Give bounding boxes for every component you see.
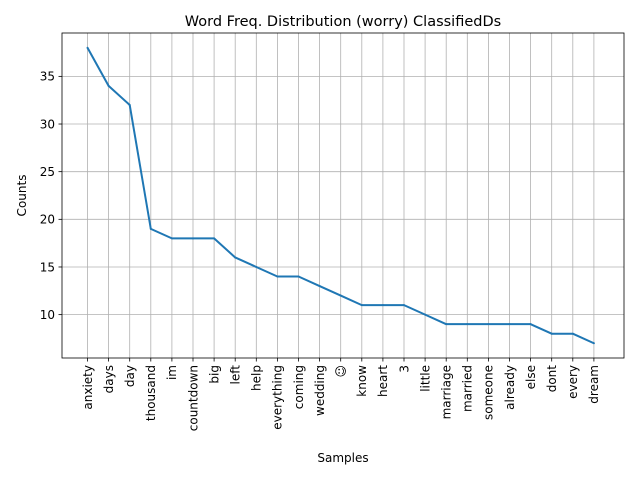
x-tick-label: everything xyxy=(271,365,285,430)
x-axis: anxiety days day thousand im countdown big left… xyxy=(81,358,601,431)
x-tick-label: im xyxy=(165,365,179,380)
x-tick-label: dont xyxy=(545,365,559,393)
x-tick-label: already xyxy=(503,365,517,410)
y-tick-label: 15 xyxy=(40,260,55,274)
x-tick-label: help xyxy=(250,365,264,391)
x-tick-label: thousand xyxy=(144,365,158,421)
x-axis-title: Samples xyxy=(317,451,368,465)
x-tick-label: coming xyxy=(292,365,306,409)
y-tick-label: 25 xyxy=(40,165,55,179)
x-tick-label: little xyxy=(418,365,432,392)
data-point xyxy=(318,285,321,288)
data-point xyxy=(339,294,342,297)
data-point xyxy=(571,332,574,335)
y-tick-label: 20 xyxy=(40,213,55,227)
data-point xyxy=(403,304,405,307)
data-point xyxy=(487,323,490,326)
data-point xyxy=(107,84,110,87)
data-point xyxy=(128,103,131,106)
y-axis-title: Counts xyxy=(15,175,29,217)
data-point xyxy=(424,313,427,316)
x-tick-label: married xyxy=(461,365,475,412)
data-point xyxy=(192,237,194,240)
x-gridlines xyxy=(87,33,595,358)
x-tick-label: heart xyxy=(376,365,390,397)
data-point xyxy=(445,323,448,326)
x-tick-label: wedding xyxy=(313,365,327,416)
data-point xyxy=(149,227,152,230)
y-tick-label: 30 xyxy=(40,117,55,131)
data-point xyxy=(297,275,300,278)
data-point xyxy=(170,237,173,240)
data-point xyxy=(276,275,279,278)
data-point xyxy=(550,332,553,335)
chart-title: Word Freq. Distribution (worry) Classifi… xyxy=(185,14,501,30)
x-tick-label: marriage xyxy=(440,365,454,419)
x-tick-label: days xyxy=(102,365,116,393)
x-tick-label: every xyxy=(566,365,580,399)
x-tick-label: know xyxy=(355,365,369,397)
x-tick-label: 3 xyxy=(397,365,411,373)
x-tick-label: big xyxy=(207,365,221,384)
data-point xyxy=(592,342,595,345)
y-tick-label: 10 xyxy=(40,308,55,322)
x-tick-label: day xyxy=(123,365,137,387)
x-tick-label: ☺ xyxy=(334,365,348,378)
data-point xyxy=(381,304,384,307)
data-point xyxy=(234,256,237,259)
x-tick-label: anxiety xyxy=(81,365,95,410)
plot-frame xyxy=(61,32,625,359)
data-point xyxy=(360,304,363,307)
x-tick-label: someone xyxy=(482,365,496,420)
data-point xyxy=(213,237,216,240)
data-point xyxy=(86,46,89,49)
x-tick-label: left xyxy=(229,365,243,385)
data-point xyxy=(508,323,511,326)
data-point xyxy=(466,323,469,326)
x-tick-label: else xyxy=(524,365,538,389)
data-point xyxy=(529,323,532,326)
data-points xyxy=(86,46,595,345)
data-point xyxy=(255,265,258,268)
y-gridlines xyxy=(62,75,624,316)
x-tick-label: countdown xyxy=(186,365,200,431)
x-tick-label: dream xyxy=(587,365,601,404)
y-tick-label: 35 xyxy=(40,70,55,84)
y-axis: 10 15 20 25 30 35 xyxy=(40,70,62,322)
